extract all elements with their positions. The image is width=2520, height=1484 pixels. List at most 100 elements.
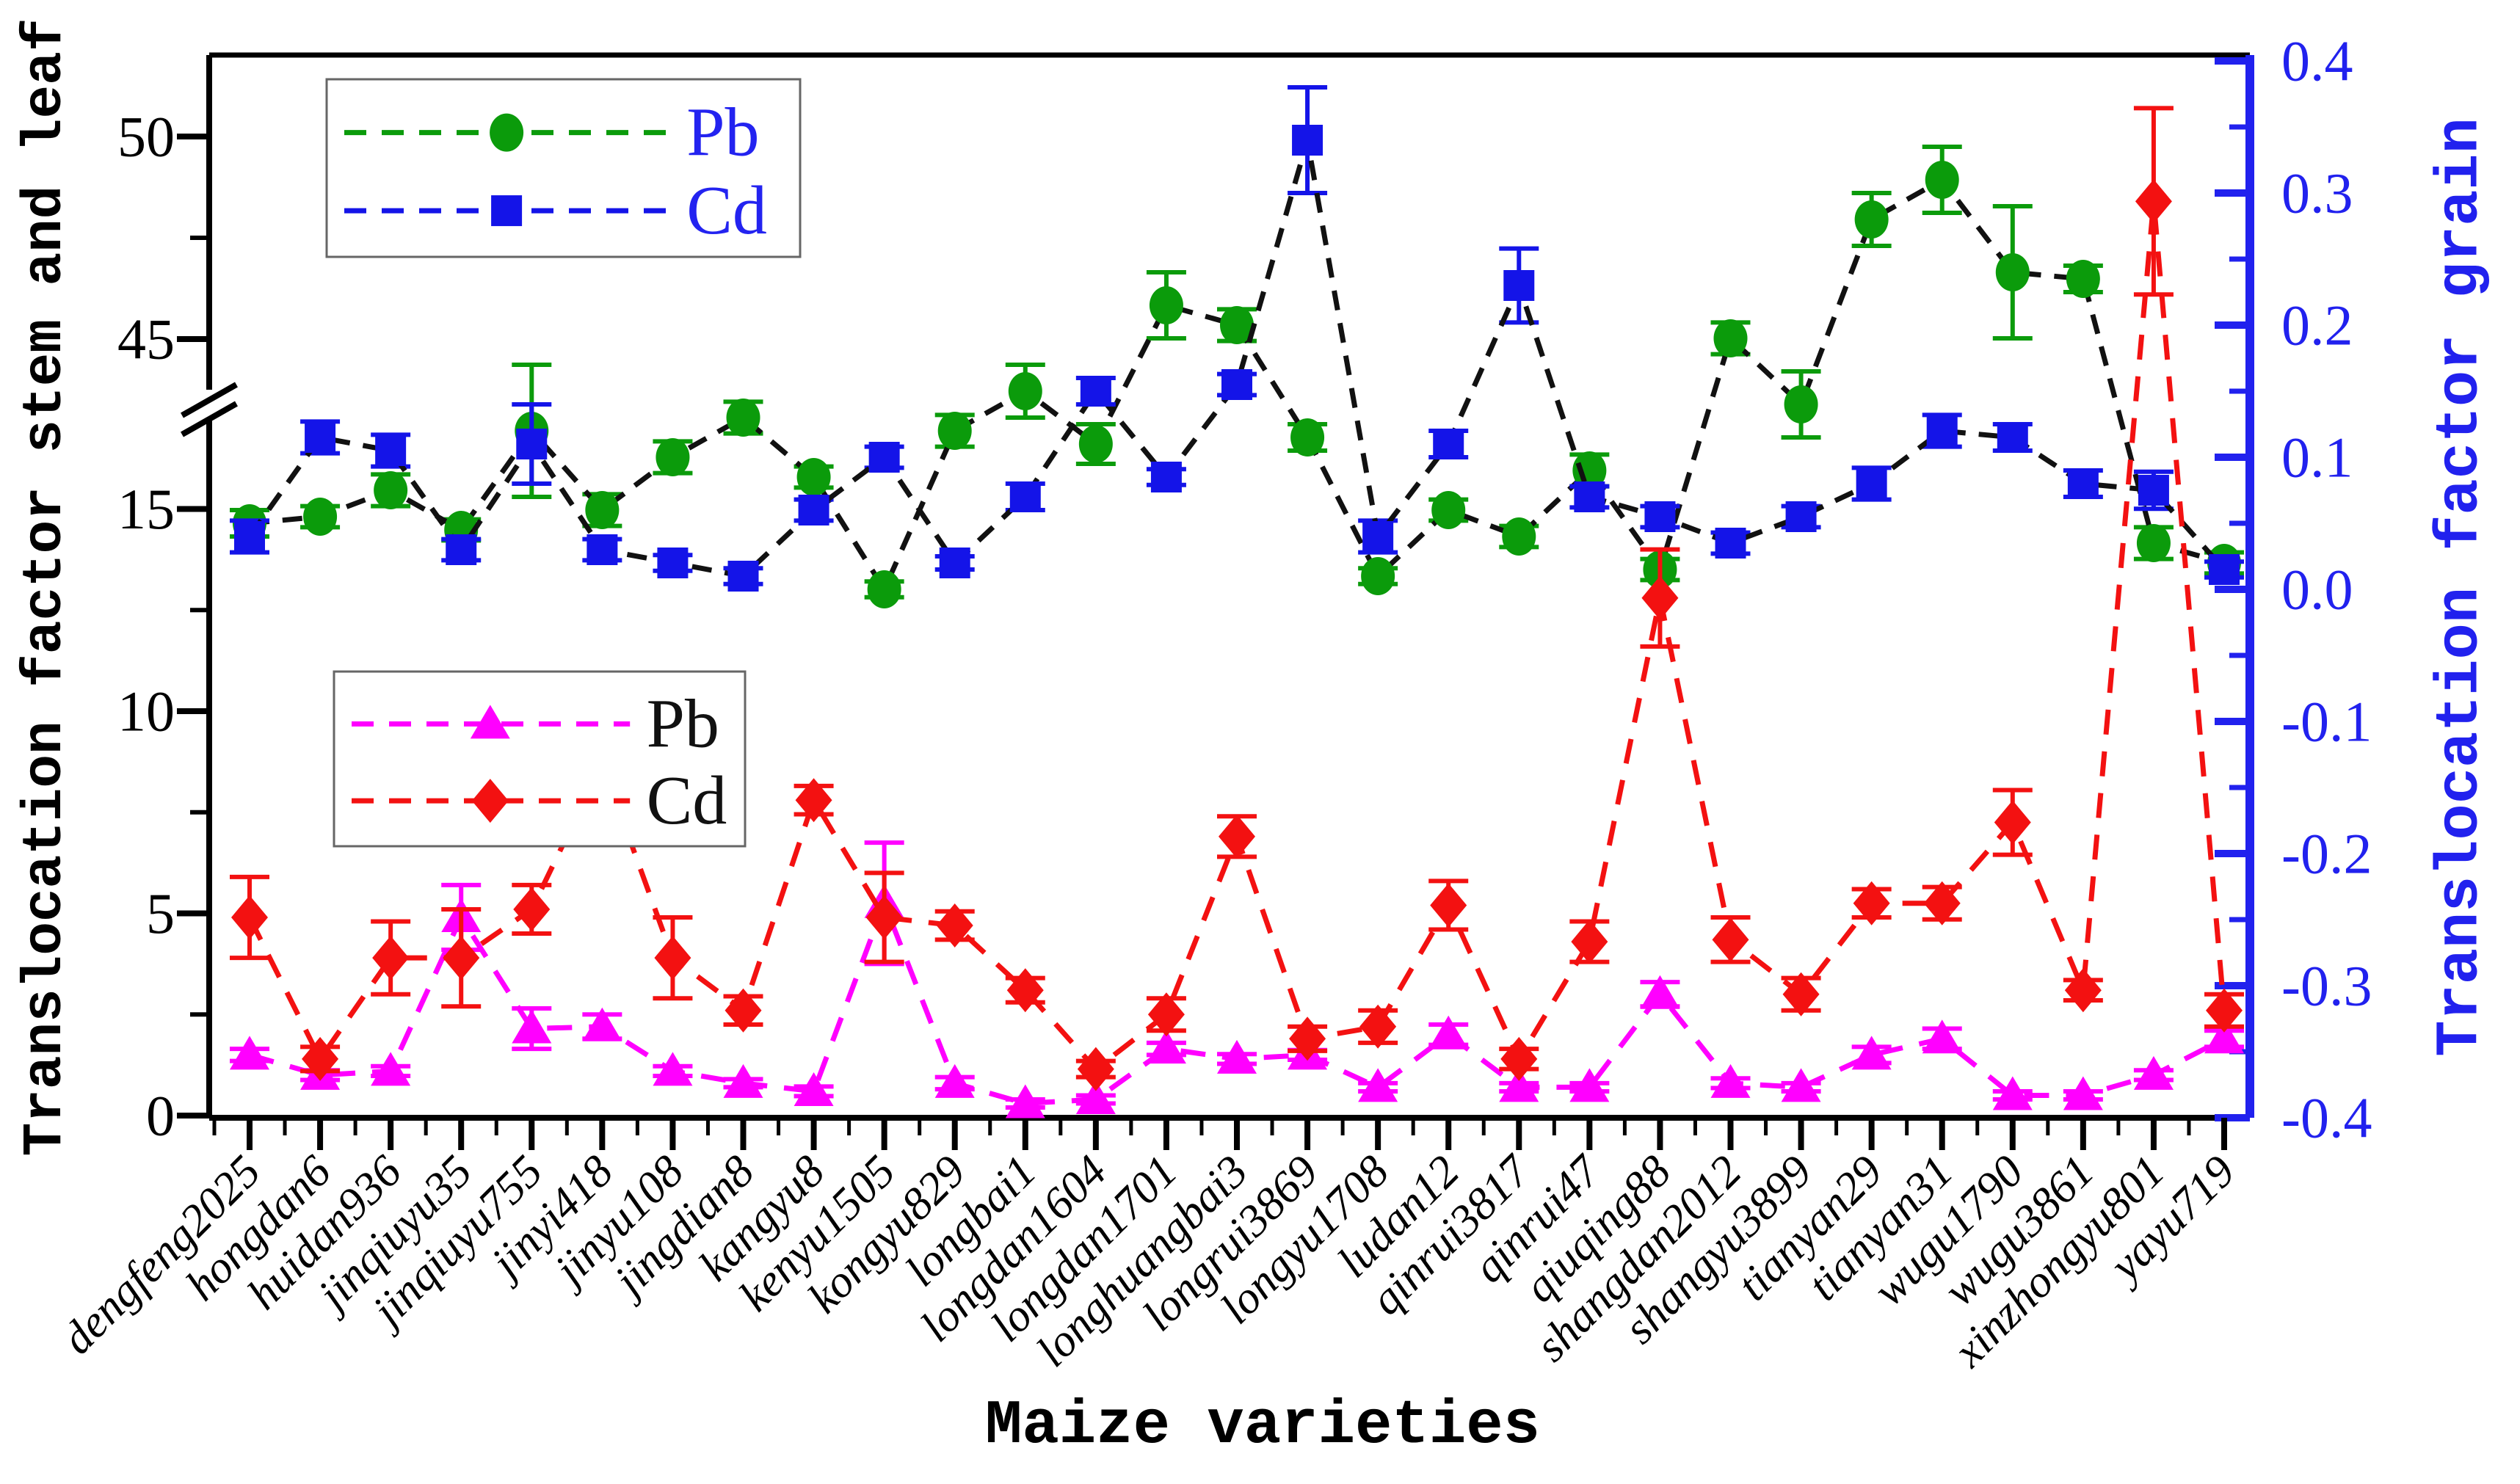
circle-data-point-marker — [1854, 200, 1889, 239]
diamond-data-point-marker — [1923, 881, 1961, 925]
square-data-point-marker — [1644, 501, 1676, 532]
right-axis-title: Translocation factor grain — [2427, 117, 2495, 1056]
triangle-data-point-marker — [1922, 1019, 1962, 1054]
circle-data-point-marker — [1995, 253, 2030, 291]
triangle-data-point-marker — [230, 1036, 269, 1070]
diamond-data-point-marker — [302, 1036, 339, 1081]
circle-data-point-marker — [1925, 161, 1959, 199]
square-data-point-marker — [1080, 376, 1111, 407]
circle-data-point-marker — [490, 113, 524, 152]
square-data-point-marker — [798, 495, 829, 525]
right-axis: 0.4 0.3 0.2 0.1 0.0 -0.1 -0.2 -0.3 -0.4 — [2215, 29, 2372, 1150]
triangle-data-point-marker — [1358, 1068, 1398, 1102]
circle-data-point-marker — [1502, 517, 1536, 556]
triangle-data-point-marker — [1499, 1068, 1539, 1102]
diamond-data-point-marker — [1077, 1047, 1114, 1091]
triangle-data-point-marker — [2063, 1076, 2103, 1110]
left-axis-tick-label: 15 — [117, 477, 175, 541]
circle-data-point-marker — [1220, 306, 1254, 344]
diamond-data-point-marker — [1571, 920, 1608, 964]
square-data-point-marker — [1433, 429, 1464, 459]
diamond-data-point-marker — [2206, 988, 2243, 1033]
square-data-point-marker — [1362, 521, 1394, 552]
left-axis-tick-label: 5 — [146, 881, 175, 945]
triangle-data-point-marker — [1640, 975, 1680, 1009]
circle-data-point-marker — [2066, 260, 2100, 298]
series-line-pb_grain — [249, 176, 2225, 595]
circle-data-point-marker — [937, 412, 972, 450]
square-data-point-marker — [1221, 369, 1252, 400]
diamond-data-point-marker — [654, 936, 691, 981]
triangle-data-point-marker — [512, 1009, 552, 1044]
square-data-point-marker — [1997, 422, 2028, 453]
square-data-point-marker — [868, 442, 900, 473]
square-data-point-marker — [2067, 468, 2099, 499]
diamond-data-point-marker — [372, 936, 410, 981]
circle-data-point-marker — [2136, 524, 2171, 562]
square-data-point-marker — [516, 429, 548, 459]
triangle-data-point-marker — [934, 1063, 975, 1098]
triangle-data-point-marker — [653, 1052, 693, 1086]
legend-label: Pb — [686, 95, 759, 171]
square-data-point-marker — [1574, 481, 1605, 512]
circle-data-point-marker — [726, 399, 760, 437]
square-data-point-marker — [375, 435, 407, 466]
diamond-data-point-marker — [1430, 883, 1467, 928]
square-data-point-marker — [657, 548, 689, 578]
left-axis-tick-label: 50 — [117, 105, 175, 169]
x-axis-title: Maize varieties — [985, 1392, 1540, 1461]
triangle-data-point-marker — [794, 1072, 834, 1106]
diamond-data-point-marker — [2064, 968, 2102, 1013]
square-data-point-marker — [1715, 528, 1746, 559]
left-axis: 0 5 10 15 45 50 — [117, 105, 209, 1148]
triangle-data-point-marker — [582, 1007, 622, 1041]
square-data-point-marker — [234, 521, 265, 552]
square-data-point-marker — [727, 561, 759, 592]
left-axis-title: Translocation factor stem and leaf — [14, 18, 77, 1157]
diamond-data-point-marker — [1500, 1036, 1538, 1081]
square-data-point-marker — [1785, 501, 1817, 532]
square-data-point-marker — [2138, 475, 2169, 506]
right-axis-tick-label: -0.1 — [2281, 690, 2372, 754]
diamond-data-point-marker — [1712, 917, 1749, 962]
square-data-point-marker — [1150, 462, 1182, 492]
legend-label: Cd — [686, 172, 767, 249]
triangle-data-point-marker — [2204, 1019, 2244, 1054]
diamond-data-point-marker — [1641, 575, 1679, 620]
circle-data-point-marker — [1008, 372, 1042, 410]
circle-data-point-marker — [867, 570, 901, 608]
circle-data-point-marker — [1290, 418, 1325, 457]
diamond-data-point-marker — [1853, 881, 1890, 925]
square-data-point-marker — [939, 548, 970, 578]
square-data-point-marker — [446, 534, 477, 565]
diamond-data-point-marker — [865, 895, 903, 940]
diamond-data-point-marker — [936, 903, 973, 948]
series-pb_stem_leaf — [230, 840, 2244, 1119]
diamond-data-point-marker — [795, 778, 832, 823]
left-axis-tick-label: 10 — [117, 680, 175, 743]
circle-data-point-marker — [1713, 319, 1748, 357]
legend-label: Cd — [647, 763, 727, 839]
diamond-data-point-marker — [231, 895, 268, 940]
left-axis-tick-label: 45 — [117, 308, 175, 371]
triangle-data-point-marker — [2133, 1055, 2174, 1090]
diamond-data-point-marker — [513, 887, 551, 931]
square-data-point-marker — [305, 422, 336, 453]
triangle-data-point-marker — [723, 1063, 763, 1098]
triangle-data-point-marker — [1710, 1063, 1751, 1098]
square-data-point-marker — [1292, 125, 1323, 156]
square-data-point-marker — [1503, 270, 1535, 301]
diamond-data-point-marker — [1782, 972, 1820, 1016]
circle-data-point-marker — [796, 458, 831, 496]
diamond-data-point-marker — [1289, 1016, 1326, 1061]
circle-data-point-marker — [374, 471, 408, 509]
right-axis-tick-label: 0.3 — [2281, 161, 2353, 225]
triangle-data-point-marker — [1781, 1068, 1821, 1102]
right-axis-tick-label: 0.4 — [2281, 29, 2353, 93]
triangle-data-point-marker — [1005, 1084, 1045, 1119]
diamond-data-point-marker — [443, 936, 480, 981]
right-axis-tick-label: -0.2 — [2281, 822, 2372, 886]
